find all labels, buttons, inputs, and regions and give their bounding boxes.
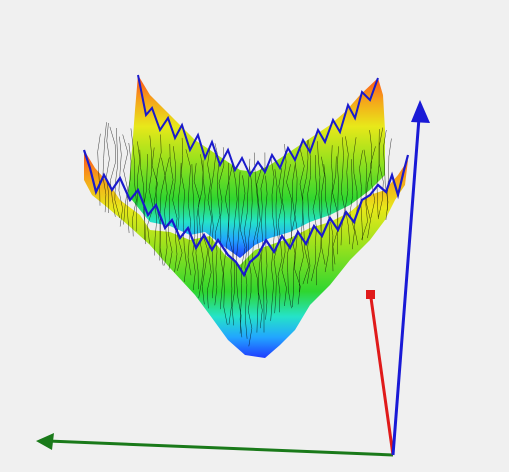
mesh-line: [311, 155, 318, 282]
mesh-line: [370, 146, 376, 219]
mesh-line: [345, 136, 351, 245]
mesh-line: [337, 146, 339, 255]
mesh-line: [126, 142, 132, 234]
y-axis-end-marker: [366, 290, 375, 299]
mesh-line: [155, 134, 162, 261]
mesh-line: [340, 137, 345, 246]
z-axis-arrowhead: [411, 100, 430, 123]
surface-fill: [84, 150, 408, 358]
mesh-line: [361, 149, 368, 240]
mesh-line: [143, 154, 148, 245]
mesh-line: [118, 136, 123, 227]
mesh-line: [378, 127, 384, 218]
mesh-line: [114, 127, 120, 219]
mesh-line: [247, 166, 253, 347]
mesh-line: [244, 158, 251, 339]
mesh-line: [180, 137, 187, 282]
mesh-line: [376, 129, 380, 220]
mesh-line: [290, 163, 296, 308]
surface-outline-back: [137, 74, 379, 178]
mesh-line: [185, 149, 192, 276]
mesh-wireframe: [97, 122, 392, 347]
mesh-line: [210, 154, 217, 299]
mesh-line: [135, 141, 141, 232]
x-axis-arrowhead: [36, 433, 54, 450]
mesh-line: [298, 148, 305, 293]
mesh-line: [151, 147, 158, 256]
y-axis-line: [369, 297, 395, 456]
mesh-line: [302, 140, 310, 285]
mesh-line: [223, 162, 229, 326]
surface-back-wall: [128, 75, 385, 258]
mesh-line: [191, 164, 196, 291]
mesh-line: [147, 135, 154, 244]
mesh-line: [365, 130, 372, 239]
mesh-line: [316, 141, 322, 286]
surface-outline-front: [82, 149, 410, 278]
mesh-line: [332, 156, 339, 265]
mesh-line: [109, 126, 116, 217]
mesh-line: [235, 171, 242, 334]
mesh-line: [168, 143, 174, 270]
mesh-line: [353, 137, 359, 246]
mesh-line: [218, 147, 225, 310]
mesh-line: [122, 134, 129, 225]
mesh-line: [197, 154, 204, 299]
mesh-line: [256, 166, 263, 329]
mesh-line: [329, 145, 334, 272]
mesh-line: [320, 156, 326, 265]
mesh-line: [201, 160, 209, 305]
mesh-line: [164, 157, 170, 266]
mesh-line: [252, 152, 259, 333]
z-axis-line: [391, 117, 421, 456]
mesh-line: [130, 128, 137, 237]
mesh-line: [193, 163, 200, 290]
mesh-line: [281, 143, 287, 307]
mesh-line: [227, 162, 234, 325]
mesh-line: [359, 150, 364, 241]
mesh-line: [260, 152, 266, 333]
mesh-line: [214, 143, 221, 306]
surface-mesh: [82, 74, 410, 358]
mesh-line: [387, 138, 392, 211]
x-axis-line: [47, 439, 394, 457]
mesh-line: [265, 175, 268, 320]
mesh-line: [231, 163, 238, 326]
mesh-line: [102, 122, 107, 213]
mesh-line: [172, 146, 178, 273]
mesh-line: [207, 146, 212, 309]
mesh-line: [349, 159, 355, 250]
mesh-line: [177, 162, 183, 271]
mesh-line: [106, 122, 110, 214]
mesh-line: [97, 133, 101, 206]
mesh-line: [239, 175, 246, 338]
mesh-line: [306, 139, 311, 284]
mesh-line: [270, 158, 275, 321]
axes-triad[interactable]: [36, 100, 430, 457]
